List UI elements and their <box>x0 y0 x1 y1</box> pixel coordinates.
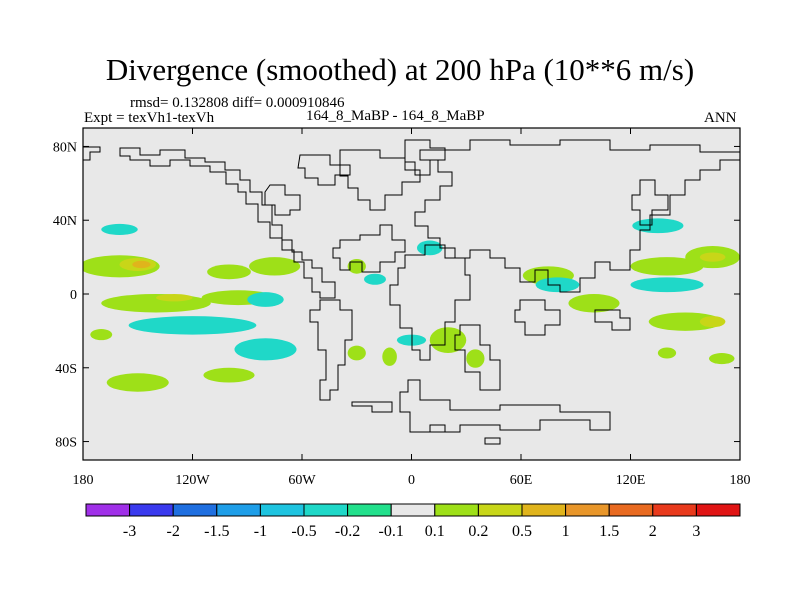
y-tick-label: 0 <box>70 288 77 303</box>
coastline <box>309 299 353 401</box>
coastline <box>514 299 561 336</box>
colorbar-swatch <box>565 503 610 517</box>
contour-region <box>106 373 169 392</box>
contour-region <box>128 316 257 335</box>
colorbar-label: -2 <box>167 523 180 540</box>
colorbar-swatch <box>390 503 436 517</box>
x-tick-label: 180 <box>730 473 751 488</box>
coastline <box>83 146 101 161</box>
contour-region <box>203 367 255 383</box>
x-tick-label: 0 <box>408 473 415 488</box>
contour-region <box>630 277 704 293</box>
coastline <box>399 379 611 433</box>
colorbar-label: -1 <box>254 523 267 540</box>
contour-region <box>249 257 301 276</box>
colorbar-label: 0.5 <box>512 523 532 540</box>
coastline <box>297 154 351 186</box>
contour-region <box>699 316 726 328</box>
colorbar-swatch <box>216 503 261 517</box>
contour-region <box>207 264 251 280</box>
season-label: ANN <box>704 110 737 126</box>
colorbar-swatch <box>521 503 567 517</box>
contour-region <box>101 294 211 313</box>
colorbar-swatch <box>434 503 479 517</box>
x-tick-label: 120W <box>175 473 210 488</box>
colorbar-label: -0.5 <box>291 523 316 540</box>
x-tick-label: 180 <box>73 473 94 488</box>
coastline <box>351 401 393 413</box>
coastline <box>594 309 631 331</box>
y-axis: 80N 40N 0 40S 80S <box>53 140 740 451</box>
coastline <box>454 324 501 391</box>
colorbar-label: 1 <box>562 523 570 540</box>
contour-region <box>347 258 366 274</box>
contour-region <box>101 223 138 235</box>
y-tick-label: 80S <box>55 436 77 451</box>
contour-region <box>234 338 297 361</box>
colorbar-label: 0.1 <box>425 523 445 540</box>
contour-region <box>708 353 735 365</box>
contour-region <box>568 294 620 313</box>
colorbar: -3 -2 -1.5 -1 -0.5 -0.2 -0.1 0.1 0.2 0.5 1 1.5 2 3 <box>85 503 741 540</box>
coastline-layer <box>83 139 740 445</box>
colorbar-swatch <box>695 503 741 517</box>
colorbar-label: -0.1 <box>379 523 404 540</box>
case-label: 164_8_MaBP - 164_8_MaBP <box>306 108 485 124</box>
colorbar-label: -1.5 <box>204 523 229 540</box>
x-tick-label: 60W <box>288 473 316 488</box>
contour-region <box>630 257 704 276</box>
contour-region <box>90 329 113 341</box>
x-axis: 180 120W 60W 0 60E 120E 180 <box>73 128 751 488</box>
coastline <box>332 224 406 273</box>
contour-region <box>364 273 386 285</box>
colorbar-swatch <box>652 503 697 517</box>
contour-region <box>657 347 677 359</box>
contour-region <box>632 218 684 234</box>
colorbar-swatch <box>347 503 392 517</box>
colorbar-label: -0.2 <box>335 523 360 540</box>
coastline <box>119 147 336 299</box>
coastline <box>264 184 301 216</box>
y-tick-label: 80N <box>53 140 77 155</box>
colorbar-swatch <box>85 503 131 517</box>
colorbar-label: -3 <box>123 523 136 540</box>
colorbar-label: 2 <box>649 523 657 540</box>
colorbar-label: 3 <box>692 523 700 540</box>
chart-title: Divergence (smoothed) at 200 hPa (10**6 … <box>105 52 695 87</box>
stats-label: rmsd= 0.132808 diff= 0.000910846 <box>130 95 345 111</box>
contour-region <box>429 327 467 354</box>
experiment-label: Expt = texVh1-texVh <box>84 110 215 126</box>
contour-region <box>156 294 193 302</box>
colorbar-swatch <box>129 503 174 517</box>
colorbar-label: 1.5 <box>599 523 619 540</box>
colorbar-label: 0.2 <box>468 523 488 540</box>
colorbar-swatch <box>303 503 349 517</box>
coastline <box>484 437 501 445</box>
x-tick-label: 120E <box>616 473 646 488</box>
x-tick-label: 60E <box>510 473 533 488</box>
contour-region <box>382 347 397 366</box>
colorbar-swatch <box>259 503 305 517</box>
colorbar-swatch <box>608 503 654 517</box>
colorbar-swatch <box>477 503 523 517</box>
contour-region <box>347 345 366 361</box>
contour-regions <box>83 218 740 392</box>
contour-region <box>247 292 284 307</box>
y-tick-label: 40N <box>53 214 77 229</box>
plot-background <box>83 128 740 460</box>
contour-region <box>416 240 443 256</box>
y-tick-label: 40S <box>55 362 77 377</box>
contour-region <box>699 252 726 262</box>
coastline <box>429 424 446 433</box>
contour-region <box>648 312 722 331</box>
colorbar-swatch <box>172 503 218 517</box>
contour-region <box>132 260 151 269</box>
coastline <box>414 139 740 293</box>
coastline <box>631 179 669 226</box>
contour-region <box>466 349 485 368</box>
coastline <box>389 244 471 361</box>
